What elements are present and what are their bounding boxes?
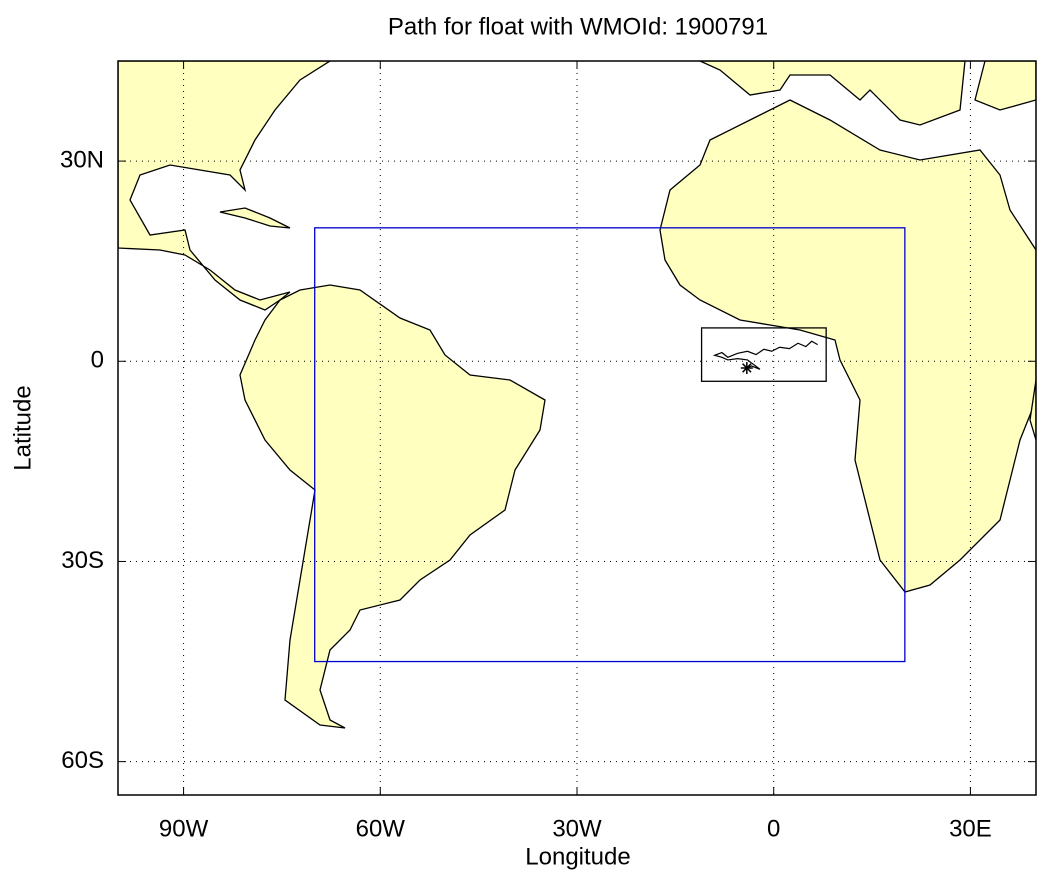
y-axis-label: Latitude <box>9 385 36 470</box>
region-box <box>700 327 827 382</box>
x-tick-label: 0 <box>767 815 780 842</box>
chart-title: Path for float with WMOId: 1900791 <box>388 13 768 40</box>
y-tick-label: 60S <box>61 747 104 774</box>
africa <box>659 99 1036 593</box>
start-marker <box>740 361 753 374</box>
madagascar <box>1029 379 1036 441</box>
y-tick-label: 30S <box>61 547 104 574</box>
x-tick-label: 30E <box>949 815 992 842</box>
float-track <box>712 340 818 370</box>
europe <box>699 61 966 126</box>
x-tick-label: 30W <box>552 815 602 842</box>
coastlines <box>118 61 1036 729</box>
cuba <box>219 207 291 229</box>
x-axis-label: Longitude <box>525 843 630 870</box>
north-america <box>118 61 332 311</box>
asia <box>974 61 1036 111</box>
x-tick-label: 90W <box>159 815 209 842</box>
south-america <box>239 284 546 729</box>
x-tick-label: 60W <box>356 815 406 842</box>
y-tick-label: 0 <box>91 347 104 374</box>
y-tick-label: 30N <box>60 146 104 173</box>
region-box <box>314 227 906 663</box>
